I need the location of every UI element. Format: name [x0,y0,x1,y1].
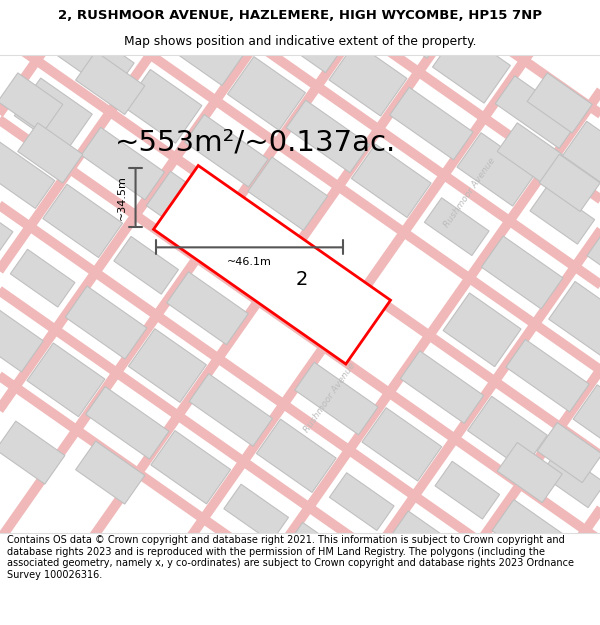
Polygon shape [367,0,449,58]
Polygon shape [467,396,547,469]
Polygon shape [495,76,578,148]
Polygon shape [18,123,83,183]
Polygon shape [0,192,13,266]
Polygon shape [348,568,426,625]
Polygon shape [329,42,407,116]
Polygon shape [497,442,562,503]
Text: Rushmoor Avenue: Rushmoor Avenue [442,156,497,229]
Text: Map shows position and indicative extent of the property.: Map shows position and indicative extent… [124,35,476,48]
Polygon shape [101,0,166,29]
Polygon shape [424,198,489,256]
Polygon shape [0,136,55,209]
Polygon shape [457,132,536,206]
Text: ~34.5m: ~34.5m [116,175,127,220]
Polygon shape [286,100,370,172]
Polygon shape [435,461,500,519]
Polygon shape [492,499,574,572]
Polygon shape [167,272,248,345]
Polygon shape [124,69,202,143]
Polygon shape [151,431,230,504]
Polygon shape [454,556,532,625]
Polygon shape [189,374,272,446]
Text: ~46.1m: ~46.1m [227,258,272,268]
Polygon shape [128,329,206,402]
Polygon shape [563,121,600,194]
Polygon shape [185,114,268,187]
Polygon shape [10,249,75,307]
Polygon shape [433,29,511,103]
Polygon shape [537,422,600,482]
Polygon shape [256,419,336,492]
Polygon shape [329,472,394,531]
Polygon shape [227,57,305,131]
Polygon shape [43,184,122,258]
Polygon shape [386,511,468,584]
Polygon shape [114,236,178,294]
Polygon shape [0,421,65,484]
Polygon shape [295,362,378,435]
Polygon shape [497,123,562,183]
Polygon shape [27,343,105,417]
Polygon shape [146,171,226,244]
Text: 2, RUSHMOOR AVENUE, HAZLEMERE, HIGH WYCOMBE, HP15 7NP: 2, RUSHMOOR AVENUE, HAZLEMERE, HIGH WYCO… [58,9,542,22]
Polygon shape [14,78,92,152]
Polygon shape [154,166,391,364]
Polygon shape [211,0,275,21]
Polygon shape [76,51,145,114]
Polygon shape [81,127,164,200]
Polygon shape [506,339,589,412]
Polygon shape [400,351,484,423]
Polygon shape [266,0,347,72]
Polygon shape [248,157,328,231]
Polygon shape [0,73,63,133]
Text: ~553m²/~0.137ac.: ~553m²/~0.137ac. [115,129,397,157]
Polygon shape [390,88,473,160]
Polygon shape [76,441,145,504]
Text: 2: 2 [296,270,308,289]
Polygon shape [541,450,600,508]
Polygon shape [549,281,600,355]
Polygon shape [539,154,600,211]
Polygon shape [163,12,244,86]
Polygon shape [314,0,379,8]
Text: Rushmoor Avenue: Rushmoor Avenue [302,361,358,434]
Polygon shape [224,484,289,542]
Polygon shape [573,385,600,458]
Polygon shape [481,236,563,309]
Polygon shape [530,186,595,244]
Polygon shape [362,408,442,481]
Text: Contains OS data © Crown copyright and database right 2021. This information is : Contains OS data © Crown copyright and d… [7,535,574,580]
Polygon shape [443,293,521,367]
Polygon shape [527,73,592,133]
Polygon shape [86,387,169,459]
Polygon shape [281,522,362,596]
Polygon shape [587,224,600,298]
Polygon shape [65,286,147,359]
Polygon shape [411,614,494,625]
Polygon shape [0,299,43,372]
Polygon shape [352,144,431,217]
Polygon shape [53,21,134,94]
